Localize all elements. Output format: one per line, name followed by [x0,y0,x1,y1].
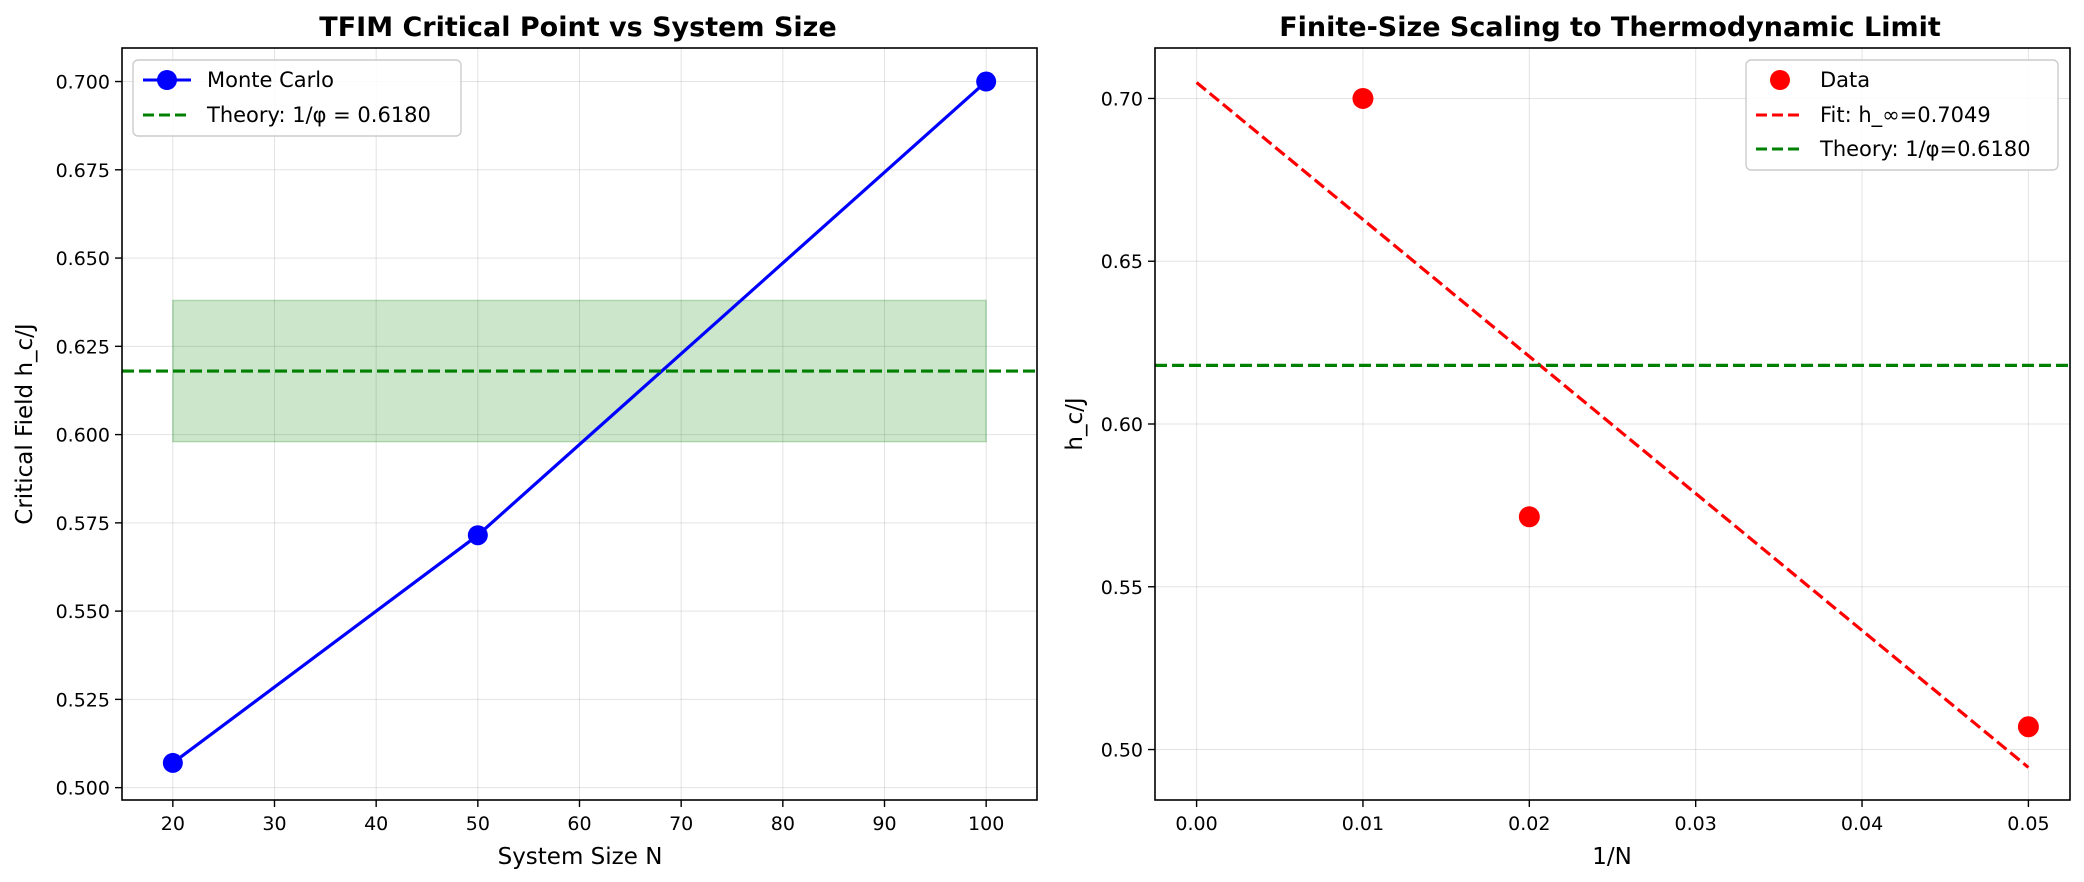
left-y-ticks: 0.500 0.525 0.550 0.575 0.600 0.625 0.650 0.675… [56,72,122,800]
right-fit-line [1195,81,2030,769]
left-legend-marker-monte-carlo [157,70,177,90]
left-monte-carlo-point [162,752,183,773]
right-y-tick-label: 0.65 [1101,251,1143,273]
left-x-tick-label: 80 [771,813,795,835]
left-legend: Monte Carlo Theory: 1/φ = 0.6180 [132,59,462,137]
left-x-tick-label: 60 [567,813,591,835]
right-legend-box [1745,59,2059,171]
right-data-point [2017,716,2039,738]
left-x-tick-label: 100 [968,813,1004,835]
right-x-tick-label: 0.03 [1675,813,1717,835]
right-legend-label-data: Data [1820,68,1870,92]
right-y-tick-label: 0.55 [1101,577,1143,599]
left-legend-label-monte-carlo: Monte Carlo [207,68,334,92]
right-x-tick-label: 0.04 [1841,813,1883,835]
left-x-tick-label: 30 [262,813,286,835]
left-series-layer [122,71,1037,773]
left-y-tick-label: 0.700 [56,72,110,94]
left-y-axis-label: Critical Field h_c/J [12,323,38,524]
right-legend-marker-data [1770,70,1790,90]
left-x-tick-label: 70 [669,813,693,835]
right-y-tick-label: 0.50 [1101,740,1143,762]
right-data-point [1352,87,1374,109]
right-y-tick-label: 0.60 [1101,414,1143,436]
left-chart-title: TFIM Critical Point vs System Size [319,12,836,43]
left-x-tick-label: 20 [161,813,185,835]
left-y-tick-label: 0.500 [56,778,110,800]
right-legend-label-fit: Fit: h_∞=0.7049 [1820,103,1991,128]
left-legend-box [132,59,462,137]
right-y-tick-label: 0.70 [1101,88,1143,110]
right-series-layer [1155,81,2070,769]
left-theory-band [172,299,987,443]
right-chart-title: Finite-Size Scaling to Thermodynamic Lim… [1279,12,1941,43]
left-legend-label-theory: Theory: 1/φ = 0.6180 [206,103,431,127]
left-x-tick-label: 90 [872,813,896,835]
left-y-tick-label: 0.675 [56,160,110,182]
right-y-ticks: 0.50 0.55 0.60 0.65 0.70 [1101,88,1155,762]
left-chart-panel: TFIM Critical Point vs System Size 20 30 4… [12,12,1038,870]
right-x-ticks: 0.00 0.01 0.02 0.03 0.04 0.05 [1175,800,2050,835]
left-grid [122,48,1037,800]
right-x-tick-label: 0.00 [1175,813,1217,835]
left-x-tick-label: 50 [466,813,490,835]
right-data-point [1518,506,1540,528]
right-legend-label-theory: Theory: 1/φ=0.6180 [1819,137,2031,161]
left-y-tick-label: 0.550 [56,601,110,623]
left-y-tick-label: 0.625 [56,336,110,358]
left-x-ticks: 20 30 40 50 60 70 80 90 100 [161,800,1004,835]
left-y-tick-label: 0.600 [56,425,110,447]
left-x-tick-label: 40 [364,813,388,835]
right-y-axis-label: h_c/J [1062,397,1088,450]
left-band-layer [172,299,987,443]
left-y-tick-label: 0.650 [56,248,110,270]
right-x-tick-label: 0.02 [1508,813,1550,835]
left-y-tick-label: 0.575 [56,513,110,535]
left-monte-carlo-point [976,71,997,92]
right-legend: Data Fit: h_∞=0.7049 Theory: 1/φ=0.6180 [1745,59,2059,171]
right-x-tick-label: 0.01 [1342,813,1384,835]
right-x-axis-label: 1/N [1592,844,1632,870]
right-chart-panel: Finite-Size Scaling to Thermodynamic Lim… [1062,12,2071,870]
left-monte-carlo-point [467,525,488,546]
left-x-axis-label: System Size N [498,844,663,870]
right-x-tick-label: 0.05 [2007,813,2049,835]
right-grid [1155,48,2070,800]
left-y-tick-label: 0.525 [56,689,110,711]
